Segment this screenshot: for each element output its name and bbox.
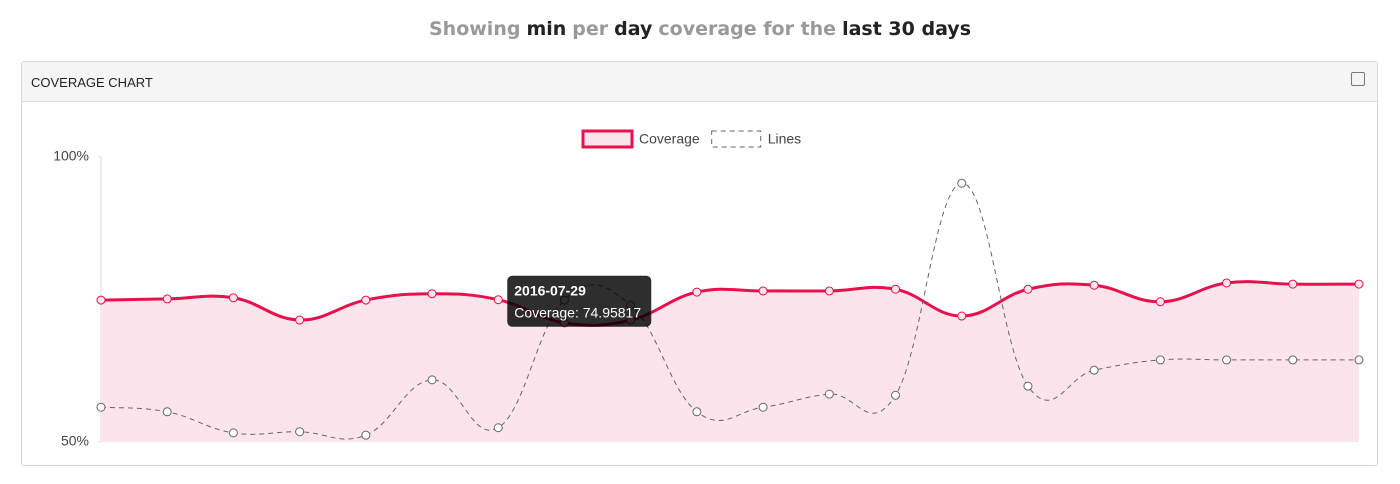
tooltip-series: Coverage	[514, 304, 575, 320]
point	[1089, 280, 1099, 290]
point	[1155, 355, 1165, 365]
heading-part: day	[614, 18, 653, 40]
panel: COVERAGE CHART	[21, 61, 1378, 466]
tooltip: 2016-07-29 Coverage: 74.95817	[507, 275, 652, 327]
point	[1288, 279, 1298, 289]
point	[493, 295, 503, 305]
point	[824, 389, 834, 399]
point	[162, 407, 172, 417]
legend-label: Coverage	[639, 131, 700, 147]
tooltip-sep: :	[575, 304, 583, 320]
point	[692, 407, 702, 417]
legend-label: Lines	[768, 131, 801, 147]
point	[1354, 279, 1364, 289]
point	[891, 390, 901, 400]
point	[1023, 381, 1033, 391]
point	[1089, 365, 1099, 375]
point	[1354, 355, 1364, 365]
series-line	[100, 280, 1360, 327]
y-tick-label: 100%	[53, 148, 89, 164]
point	[1222, 278, 1232, 288]
heading: Showing min per day coverage for the last 30 …	[0, 18, 1400, 40]
y-tick-label: 50%	[61, 433, 89, 449]
point	[758, 402, 768, 412]
panel-header: COVERAGE CHART	[22, 62, 1377, 102]
point	[427, 289, 437, 299]
tooltip-date: 2016-07-29	[514, 282, 586, 298]
point	[295, 315, 305, 325]
point	[228, 293, 238, 303]
point	[361, 295, 371, 305]
point	[957, 311, 967, 321]
point	[824, 286, 834, 296]
point	[295, 427, 305, 437]
point	[96, 402, 106, 412]
heading-part: min	[526, 18, 567, 40]
tooltip-number: 74.95817	[583, 304, 642, 320]
heading-part: last 30 days	[842, 18, 972, 40]
point	[228, 428, 238, 438]
legend-swatch	[711, 130, 762, 148]
point	[427, 375, 437, 385]
tooltip-box	[507, 275, 652, 327]
point	[891, 284, 901, 294]
save-icon[interactable]	[1351, 72, 1365, 86]
heading-part: per	[572, 18, 609, 40]
legend-swatch	[581, 129, 634, 149]
point	[692, 287, 702, 297]
point	[1222, 355, 1232, 365]
heading-part: Showing	[428, 18, 521, 40]
point	[96, 295, 106, 305]
heading-part: coverage for the	[658, 18, 837, 40]
point	[493, 423, 503, 433]
point	[957, 178, 967, 188]
point	[758, 286, 768, 296]
point	[162, 294, 172, 304]
point	[1155, 297, 1165, 307]
point	[361, 430, 371, 440]
panel-title: COVERAGE CHART	[31, 75, 153, 90]
point	[1023, 284, 1033, 294]
point	[1288, 355, 1298, 365]
area	[101, 281, 1359, 442]
tooltip-value: Coverage: 74.95817	[514, 304, 641, 320]
